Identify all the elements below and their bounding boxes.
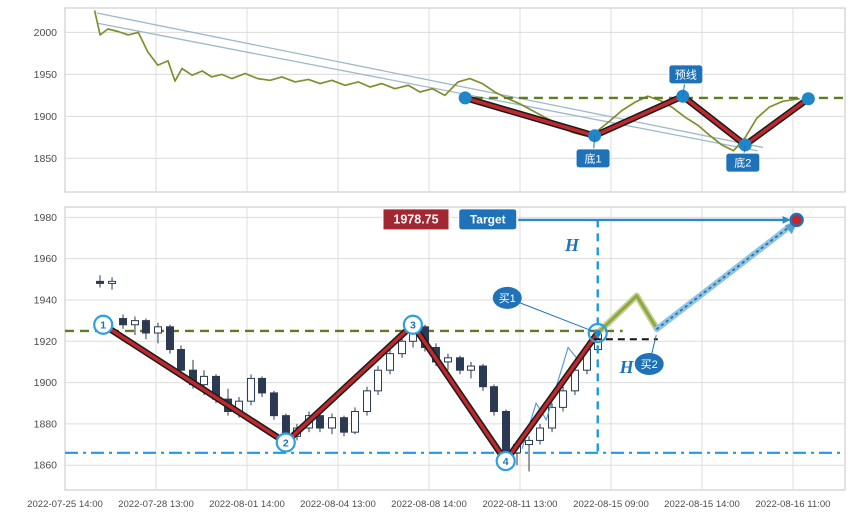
green-segment[interactable] — [596, 294, 659, 335]
pivot-number: 4 — [503, 456, 509, 468]
price-line — [93, 10, 800, 152]
candle-body — [536, 427, 545, 441]
x-axis-label: 2022-08-01 14:00 — [209, 499, 285, 510]
x-axis-label: 2022-08-16 11:00 — [755, 499, 830, 510]
pivot-marker-1[interactable]: 1 — [93, 314, 114, 335]
pivot-number: 3 — [410, 320, 416, 332]
candle-body — [455, 357, 464, 371]
target-arrow-dots — [656, 222, 795, 330]
y-axis-label: 1980 — [34, 212, 58, 224]
candle-body — [386, 353, 395, 371]
candle-body — [108, 280, 117, 284]
candle-body — [269, 392, 278, 417]
trend-channel-line[interactable] — [96, 12, 764, 149]
candle-body — [327, 417, 336, 429]
trend-channel-line[interactable] — [96, 22, 758, 152]
buy-label-text: 买1 — [499, 292, 516, 305]
candle-body — [479, 365, 488, 388]
candle-body — [258, 377, 267, 394]
h-measure-label: H — [564, 235, 580, 255]
bottom-chart[interactable]: 1980 1960 1940 1920 1900 1880 1860 2022-07-25 1… — [0, 200, 851, 520]
candle-body — [490, 386, 498, 413]
buy-label-text: 买2 — [641, 358, 658, 371]
candle-body — [363, 390, 372, 413]
candle-body — [199, 375, 208, 386]
x-axis-label: 2022-08-08 14:00 — [391, 499, 467, 510]
candle-body — [548, 406, 557, 429]
plot-border — [64, 7, 846, 193]
y-axis-label: 2000 — [34, 27, 58, 39]
pivot-marker-3[interactable]: 3 — [402, 314, 423, 335]
y-axis-label: 1940 — [34, 294, 58, 306]
x-axis-label: 2022-08-15 14:00 — [664, 499, 740, 510]
target-label: Target — [470, 213, 506, 227]
y-axis-label: 1920 — [34, 336, 58, 348]
plot-border — [64, 206, 846, 491]
candle-body — [502, 411, 511, 454]
buy2-label[interactable]: 买2 — [634, 352, 664, 375]
x-axis-label: 2022-08-15 09:00 — [573, 499, 649, 510]
candle-body — [141, 320, 150, 334]
price-target-value-box[interactable]: 1978.75 — [382, 208, 450, 231]
pivot-marker-2[interactable]: 2 — [275, 432, 296, 453]
candle-body — [525, 439, 534, 446]
candle-body — [119, 318, 128, 326]
candle-body — [374, 369, 383, 392]
candle-body — [398, 340, 407, 355]
pivot-number: 2 — [283, 437, 289, 449]
y-axis-label: 1900 — [34, 111, 58, 123]
pivot-number: 1 — [100, 320, 106, 332]
pivot-marker-4[interactable]: 4 — [495, 450, 516, 472]
candle-body — [559, 390, 568, 408]
flag-text: 预线 — [675, 67, 697, 81]
candle-body — [165, 326, 174, 351]
y-axis-label: 1950 — [34, 69, 58, 81]
x-axis-label: 2022-07-25 14:00 — [27, 499, 103, 510]
target-point[interactable] — [789, 212, 804, 228]
candle-body — [153, 326, 162, 334]
x-axis-label: 2022-08-11 13:00 — [482, 499, 557, 510]
flag-text: 底1 — [584, 151, 601, 165]
x-axis-label: 2022-07-28 13:00 — [118, 499, 194, 510]
target-arrow-horizontal-head — [782, 216, 791, 224]
buy-label-connector — [507, 297, 593, 332]
y-axis-label: 1900 — [34, 377, 58, 389]
label-neckline-flag[interactable]: 预线 — [668, 64, 704, 85]
y-axis-label: 1860 — [34, 460, 58, 472]
pivot-dot[interactable] — [801, 92, 815, 106]
pivot-dot[interactable] — [458, 91, 472, 105]
buy1-label[interactable]: 买1 — [492, 286, 522, 309]
candle-body — [247, 377, 256, 402]
y-axis-label: 1960 — [34, 253, 58, 265]
candle-body — [443, 357, 452, 363]
y-axis-label: 1850 — [34, 153, 58, 165]
target-label-box[interactable]: Target — [458, 208, 518, 231]
x-axis-label: 2022-08-04 13:00 — [300, 499, 376, 510]
label-bottom1-flag[interactable]: 底1 — [575, 148, 611, 169]
flag-text: 底2 — [734, 156, 751, 170]
candle-body — [340, 417, 349, 433]
candle-body — [130, 320, 139, 326]
candle-body — [466, 365, 475, 371]
candle-body — [315, 415, 324, 429]
label-bottom2-flag[interactable]: 底2 — [725, 152, 761, 173]
price-target-value: 1978.75 — [393, 213, 438, 227]
buy-point-circle[interactable] — [587, 322, 608, 344]
candle-body — [351, 411, 360, 433]
candle-body — [176, 349, 185, 371]
y-axis-label: 1880 — [34, 418, 58, 430]
h-measure-label: H — [619, 357, 635, 377]
candle-body — [96, 280, 105, 284]
